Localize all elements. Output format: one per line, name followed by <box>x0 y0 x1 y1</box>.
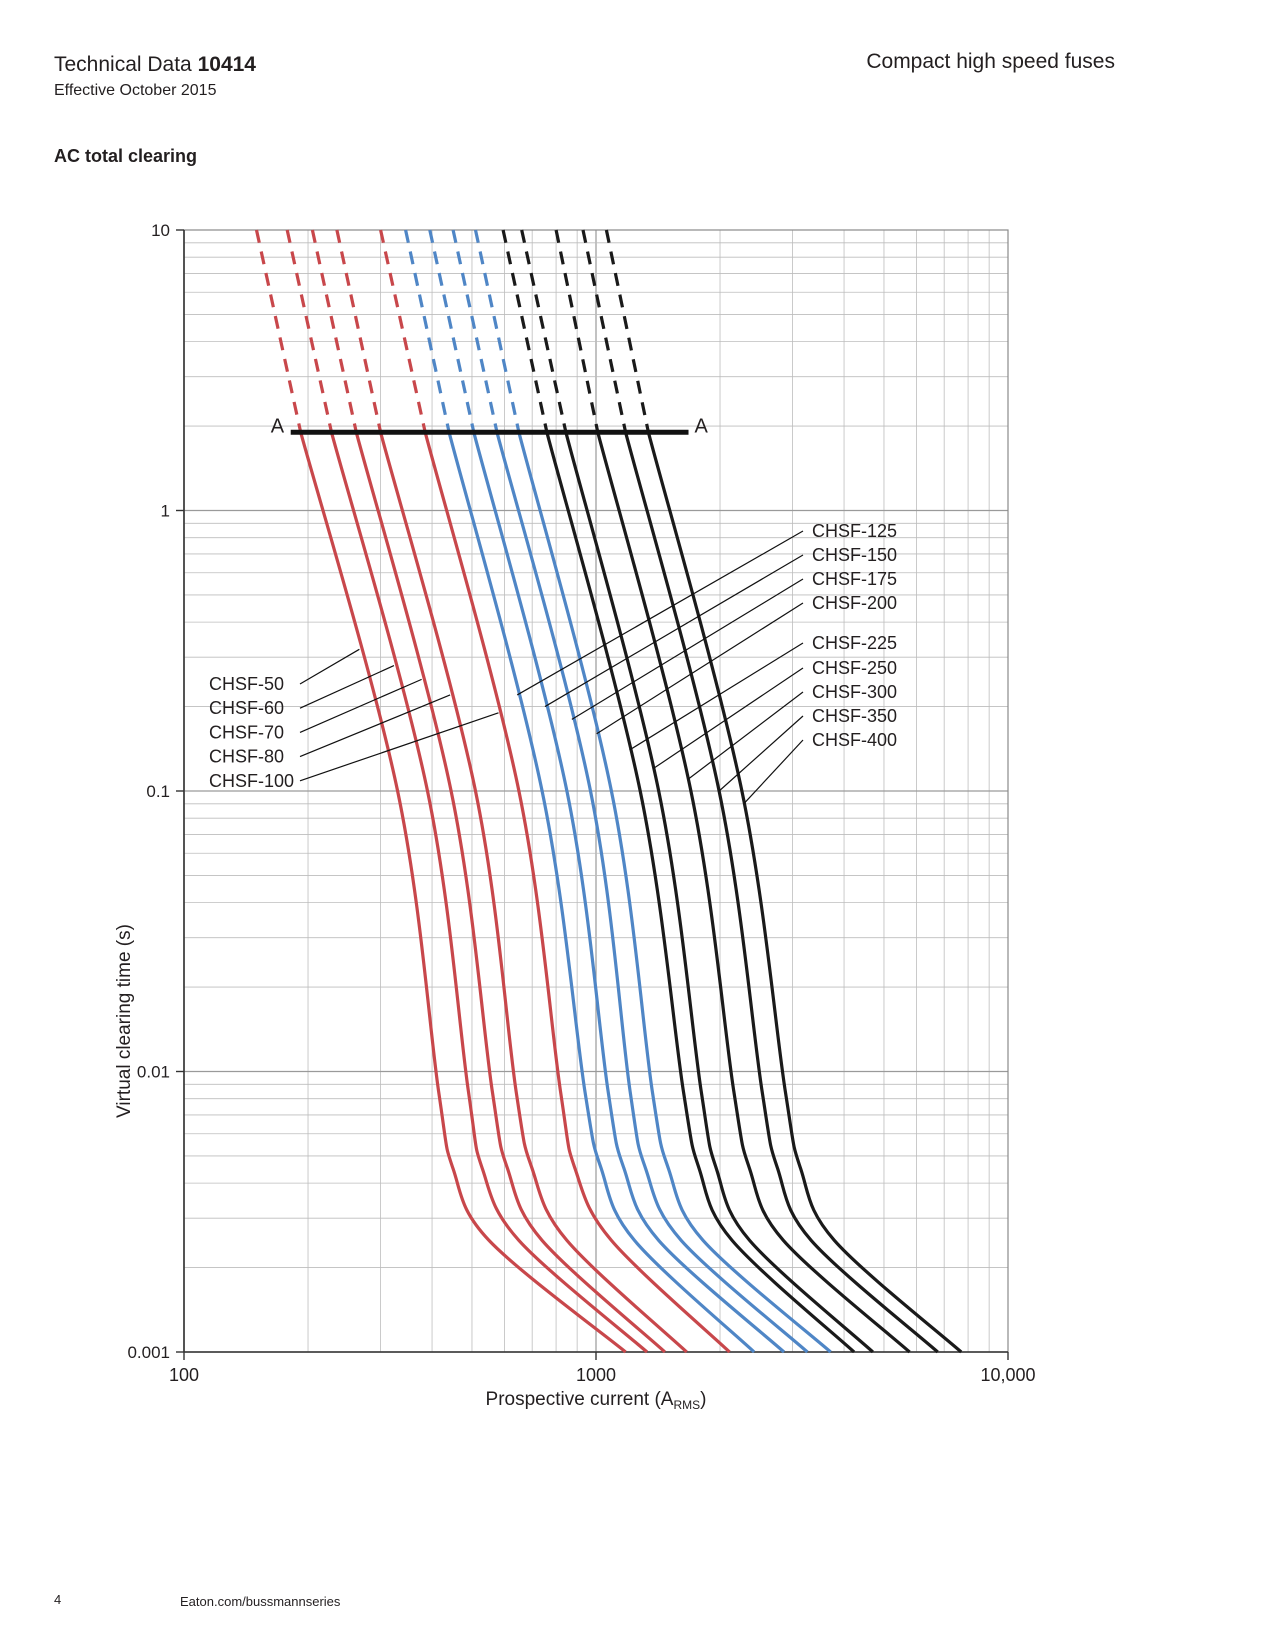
series-label-chsf-350: CHSF-350 <box>812 706 897 726</box>
curve-chsf-400 <box>646 431 963 1354</box>
axis-tick-labels: 10 1 0.1 0.01 0.001 100 1000 10,000 <box>127 221 1035 1385</box>
reference-label-left: A <box>271 415 285 437</box>
curve-chsf-350-dashed <box>581 229 628 433</box>
series-label-chsf-200: CHSF-200 <box>812 593 897 613</box>
document-header: Technical Data 10414 Effective October 2… <box>54 52 256 100</box>
curve-chsf-175 <box>495 431 809 1354</box>
x-tick-label: 10,000 <box>980 1365 1035 1385</box>
leader-line <box>516 530 804 696</box>
series-label-chsf-80: CHSF-80 <box>209 747 284 767</box>
curve-chsf-125 <box>447 431 756 1354</box>
x-tick-label: 100 <box>169 1365 199 1385</box>
curve-chsf-200 <box>517 431 832 1354</box>
leader-line <box>718 715 804 792</box>
series-label-chsf-60: CHSF-60 <box>209 698 284 718</box>
curve-chsf-150 <box>472 431 786 1354</box>
series-label-chsf-225: CHSF-225 <box>812 633 897 653</box>
curve-chsf-300 <box>596 431 911 1354</box>
page-number: 4 <box>54 1592 62 1607</box>
leader-line <box>299 678 422 733</box>
leader-line <box>743 739 804 805</box>
x-axis-label: Prospective current (ARMS) <box>486 1389 707 1412</box>
leader-line <box>299 712 499 782</box>
curve-chsf-125-dashed <box>404 229 451 433</box>
fuse-curves <box>254 229 963 1354</box>
curve-chsf-60 <box>329 431 649 1354</box>
chart-grid <box>176 229 1009 1360</box>
curve-chsf-200-dashed <box>473 229 521 433</box>
curve-chsf-225-dashed <box>501 229 549 433</box>
curve-chsf-175-dashed <box>451 229 499 433</box>
label-leader-lines <box>299 530 804 805</box>
leader-line <box>544 554 804 708</box>
leader-line <box>571 578 804 720</box>
y-axis-label: Virtual clearing time (s) <box>114 924 135 1118</box>
y-tick-label: 0.001 <box>127 1343 170 1362</box>
series-label-chsf-100: CHSF-100 <box>209 771 294 791</box>
leader-line <box>299 665 395 709</box>
y-tick-label: 0.01 <box>137 1063 170 1082</box>
document-title: Technical Data 10414 <box>54 52 256 78</box>
leader-line <box>652 667 804 770</box>
leader-line <box>629 642 804 751</box>
y-tick-label: 0.1 <box>146 782 170 801</box>
curve-chsf-300-dashed <box>554 229 600 433</box>
curve-chsf-80-dashed <box>335 229 383 433</box>
series-labels: CHSF-50 CHSF-60 CHSF-70 CHSF-80 CHSF-100 CHSF… <box>209 521 897 791</box>
leader-line <box>687 691 804 780</box>
curve-chsf-350 <box>624 431 939 1354</box>
curve-chsf-150-dashed <box>428 229 476 433</box>
series-label-chsf-400: CHSF-400 <box>812 730 897 750</box>
reference-label-right: A <box>695 415 709 437</box>
curve-chsf-100-dashed <box>379 229 427 433</box>
leader-line <box>299 648 360 685</box>
curve-chsf-225 <box>545 431 856 1354</box>
curve-chsf-50-dashed <box>254 229 303 433</box>
leader-line <box>596 602 804 735</box>
series-label-chsf-300: CHSF-300 <box>812 682 897 702</box>
series-label-chsf-175: CHSF-175 <box>812 569 897 589</box>
curve-chsf-100 <box>423 431 731 1354</box>
leader-line <box>299 694 451 758</box>
series-label-chsf-150: CHSF-150 <box>812 545 897 565</box>
x-tick-label: 1000 <box>576 1365 616 1385</box>
effective-date: Effective October 2015 <box>54 82 217 99</box>
document-number: 10414 <box>197 53 256 76</box>
document-title-prefix: Technical Data <box>54 53 192 76</box>
product-title: Compact high speed fuses <box>866 50 1115 73</box>
curve-chsf-80 <box>379 431 688 1354</box>
curve-chsf-60-dashed <box>285 229 334 433</box>
footer-url: Eaton.com/bussmannseries <box>180 1594 341 1609</box>
curve-chsf-50 <box>299 431 627 1354</box>
curve-chsf-250-dashed <box>520 229 568 433</box>
series-label-chsf-70: CHSF-70 <box>209 722 284 742</box>
y-tick-label: 1 <box>161 502 170 521</box>
curve-chsf-400-dashed <box>604 229 650 433</box>
curve-chsf-250 <box>564 431 874 1354</box>
section-title: AC total clearing <box>54 146 198 166</box>
series-label-chsf-250: CHSF-250 <box>812 658 897 678</box>
y-tick-label: 10 <box>151 221 170 240</box>
curve-chsf-70-dashed <box>310 229 358 433</box>
curve-chsf-70 <box>354 431 666 1354</box>
series-label-chsf-125: CHSF-125 <box>812 521 897 541</box>
series-label-chsf-50: CHSF-50 <box>209 674 284 694</box>
